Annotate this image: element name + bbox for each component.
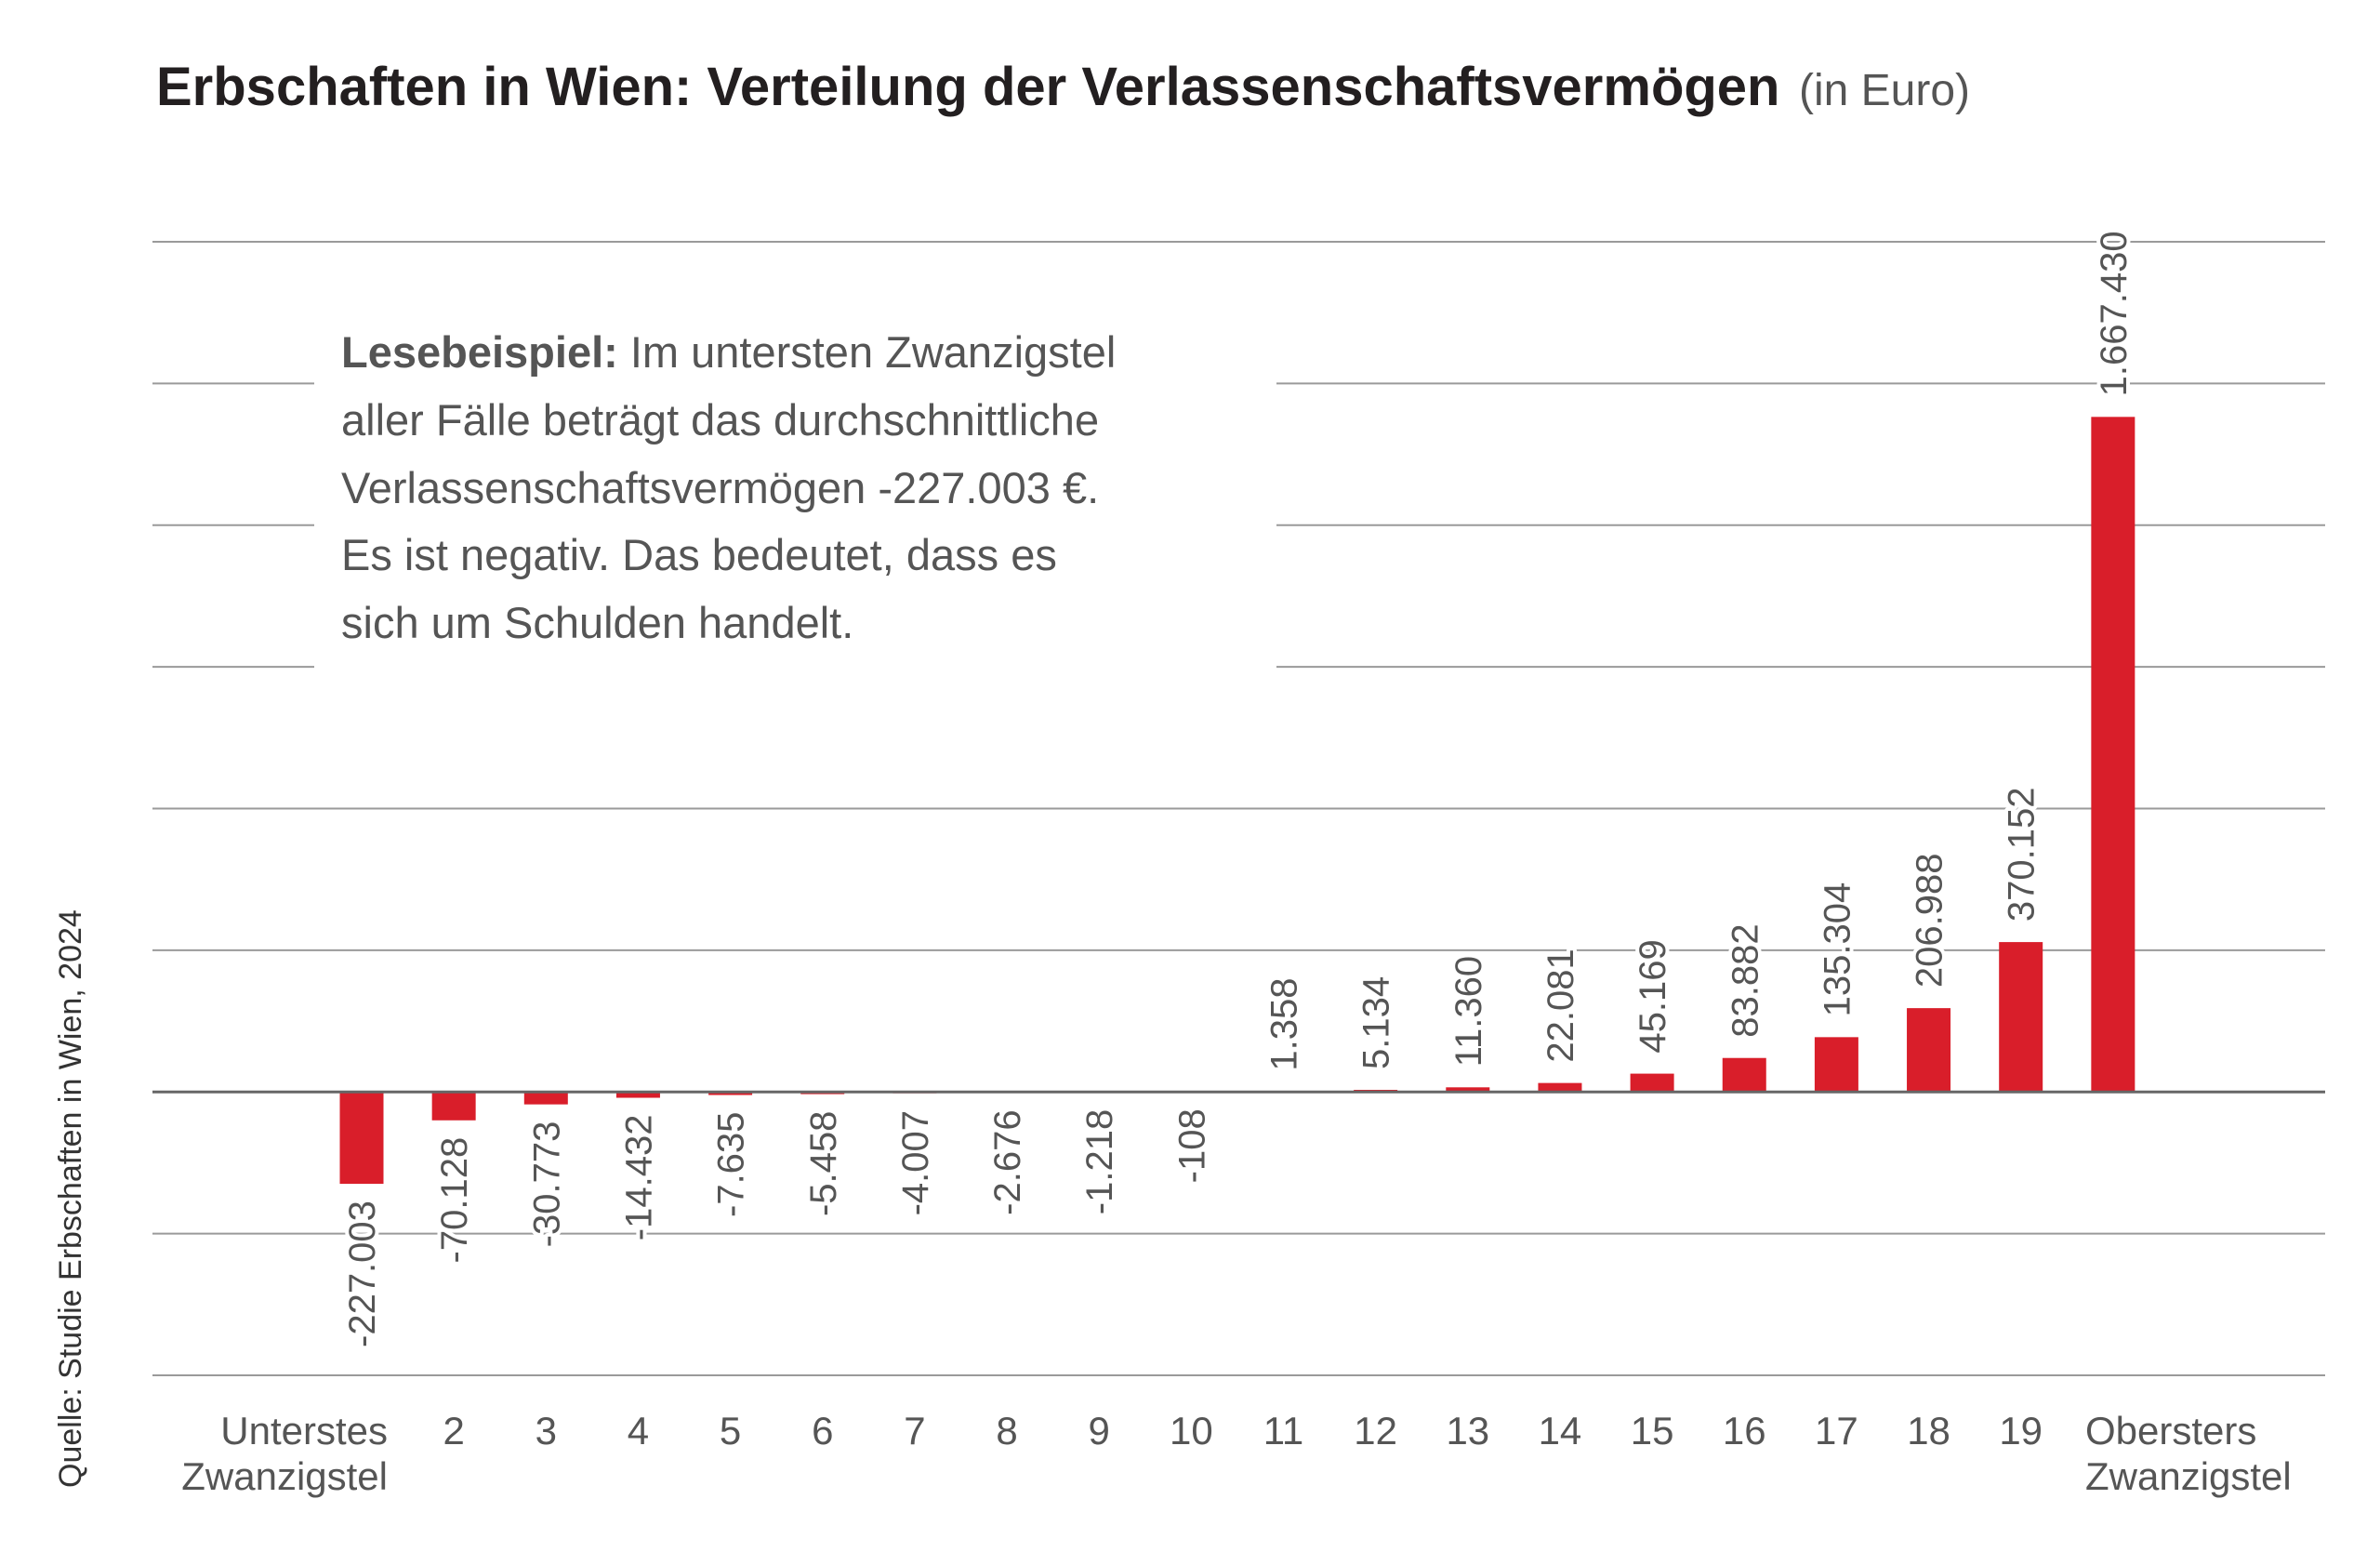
x-tick-label-line: 16 xyxy=(1723,1409,1766,1453)
x-tick-label-line: 15 xyxy=(1631,1409,1674,1453)
x-tick-label-line: 4 xyxy=(628,1409,649,1453)
x-tick-label: 9 xyxy=(1089,1409,1110,1453)
bar xyxy=(1630,1073,1674,1093)
value-label: 11.360 xyxy=(1448,956,1489,1067)
x-tick-label-line: 18 xyxy=(1907,1409,1950,1453)
value-label: -227.003 xyxy=(342,1200,383,1347)
bar xyxy=(708,1092,753,1095)
annotation-bold-lead: Lesebeispiel: xyxy=(341,327,618,377)
x-tick-label-line: 11 xyxy=(1263,1409,1304,1453)
x-tick-label-line: 14 xyxy=(1539,1409,1582,1453)
reading-example-annotation: Lesebeispiel: Im untersten Zwanzigstel a… xyxy=(341,327,1128,647)
bar xyxy=(1538,1082,1582,1093)
x-tick-label-line: 10 xyxy=(1170,1409,1213,1453)
x-tick-label-line: 9 xyxy=(1089,1409,1110,1453)
bar xyxy=(431,1092,476,1121)
value-label: -7.635 xyxy=(711,1112,752,1217)
chart-title: Erbschaften in Wien: Verteilung der Verl… xyxy=(156,57,1970,117)
x-tick-label: 13 xyxy=(1446,1409,1489,1453)
x-tick-label: 18 xyxy=(1907,1409,1950,1453)
x-tick-label: 17 xyxy=(1815,1409,1858,1453)
value-label: 83.882 xyxy=(1725,923,1765,1037)
bar xyxy=(615,1092,660,1098)
value-label: 206.988 xyxy=(1910,854,1950,988)
bar xyxy=(1446,1087,1490,1093)
x-tick-label-line: 8 xyxy=(996,1409,1017,1453)
value-label: 135.304 xyxy=(1817,882,1858,1017)
x-tick-label-line: 5 xyxy=(720,1409,741,1453)
chart-title-unit: (in Euro) xyxy=(1799,66,1970,115)
x-tick-label: 19 xyxy=(1999,1409,2043,1453)
x-tick-label-line: 17 xyxy=(1815,1409,1858,1453)
x-tick-label: 7 xyxy=(904,1409,925,1453)
bar xyxy=(1722,1057,1766,1093)
x-tick-label: 2 xyxy=(443,1409,464,1453)
bars xyxy=(339,417,2135,1185)
x-tick-label: 4 xyxy=(628,1409,649,1453)
x-tick-label: 10 xyxy=(1170,1409,1213,1453)
x-tick-label-line: 2 xyxy=(443,1409,464,1453)
chart-title-main: Erbschaften in Wien: Verteilung der Verl… xyxy=(156,57,1780,117)
x-tick-label: 5 xyxy=(720,1409,741,1453)
x-tick-label-line: Zwanzigstel xyxy=(181,1454,388,1498)
value-label: 1.667.430 xyxy=(2094,231,2135,396)
value-label: 1.358 xyxy=(1264,978,1305,1071)
bar xyxy=(1907,1008,1951,1093)
gridlines xyxy=(152,241,2325,1376)
value-label: -108 xyxy=(1171,1108,1212,1183)
x-tick-label-line: Unterstes xyxy=(220,1409,388,1453)
value-label: -1.218 xyxy=(1079,1109,1120,1214)
x-tick-label-line: 13 xyxy=(1446,1409,1489,1453)
bar xyxy=(2091,417,2135,1093)
x-tick-label: 12 xyxy=(1354,1409,1397,1453)
bar xyxy=(339,1092,384,1185)
bar xyxy=(1814,1037,1858,1093)
x-tick-label: 14 xyxy=(1539,1409,1582,1453)
value-label: -4.007 xyxy=(895,1110,936,1215)
x-tick-label: 8 xyxy=(996,1409,1017,1453)
x-tick-label: Unterstes Zwanzigstel xyxy=(181,1409,388,1498)
value-label: 370.152 xyxy=(2002,788,2043,922)
value-label: -30.773 xyxy=(526,1121,567,1248)
annotation-line-4: Es ist negativ. Das bedeutet, dass es xyxy=(341,530,1057,579)
x-tick-label-line: 7 xyxy=(904,1409,925,1453)
annotation-line-1: Im untersten Zwanzigstel xyxy=(618,327,1117,377)
value-label: -70.128 xyxy=(434,1137,475,1264)
annotation-line-2: aller Fälle beträgt das durchschnittlich… xyxy=(341,395,1099,444)
x-tick-label: 6 xyxy=(812,1409,833,1453)
value-label: 45.169 xyxy=(1633,939,1673,1053)
annotation-line-3: Verlassenschaftsvermögen -227.003 €. xyxy=(341,463,1099,512)
x-tick-label: 16 xyxy=(1723,1409,1766,1453)
value-labels: -227.003 -70.128 -30.773 -14.432 -7.635 -5.45… xyxy=(338,227,2138,1351)
annotation-line-5: sich um Schulden handelt. xyxy=(341,598,853,647)
x-tick-label-line: 3 xyxy=(536,1409,557,1453)
value-label: -5.458 xyxy=(803,1111,844,1216)
x-tick-label: 3 xyxy=(536,1409,557,1453)
x-tick-label-line: 6 xyxy=(812,1409,833,1453)
value-label: 22.081 xyxy=(1540,948,1581,1062)
value-label: -14.432 xyxy=(618,1115,659,1241)
x-tick-label-line: Zwanzigstel xyxy=(2085,1454,2292,1498)
x-tick-label: 11 xyxy=(1263,1409,1304,1453)
x-tick-label: Obersters Zwanzigstel xyxy=(2085,1409,2292,1498)
bar xyxy=(523,1092,568,1105)
x-tick-label-line: 12 xyxy=(1354,1409,1397,1453)
x-tick-label: 15 xyxy=(1631,1409,1674,1453)
x-tick-label-line: Obersters xyxy=(2085,1409,2256,1453)
value-label: -2.676 xyxy=(987,1109,1028,1214)
bar xyxy=(1999,942,2043,1093)
x-tick-label-line: 19 xyxy=(1999,1409,2043,1453)
value-label: 5.134 xyxy=(1356,976,1397,1069)
source-note: Quelle: Studie Erbschaften in Wien, 2024 xyxy=(53,909,88,1488)
